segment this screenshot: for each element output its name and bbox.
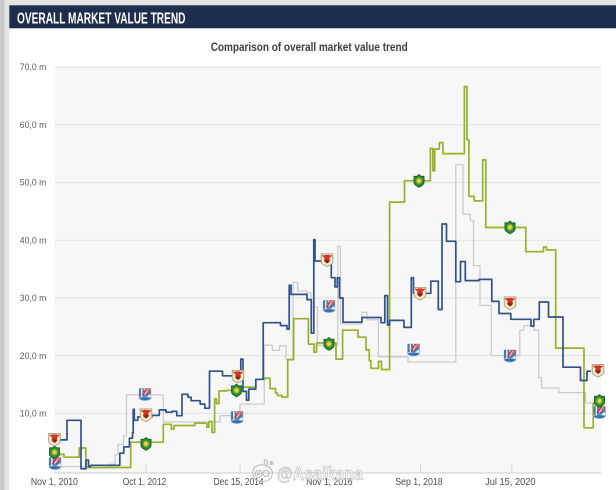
- svg-text:30,0 m: 30,0 m: [20, 293, 47, 304]
- svg-text:Nov 1, 2016: Nov 1, 2016: [306, 477, 353, 488]
- svg-text:@Asaikana: @Asaikana: [277, 463, 364, 484]
- svg-text:60,0 m: 60,0 m: [20, 120, 47, 131]
- svg-text:Nov 1, 2010: Nov 1, 2010: [31, 477, 78, 488]
- svg-text:OVERALL MARKET VALUE TREND: OVERALL MARKET VALUE TREND: [17, 11, 186, 28]
- svg-text:10,0 m: 10,0 m: [20, 409, 47, 420]
- svg-text:20,0 m: 20,0 m: [20, 351, 47, 362]
- svg-text:Comparison of overall market v: Comparison of overall market value trend: [211, 40, 408, 54]
- svg-text:Dec 15, 2014: Dec 15, 2014: [214, 477, 264, 488]
- svg-text:50,0 m: 50,0 m: [20, 178, 47, 189]
- svg-text:Oct 1, 2012: Oct 1, 2012: [123, 477, 167, 488]
- svg-text:Jul 15, 2020: Jul 15, 2020: [485, 477, 536, 488]
- svg-text:Sep 1, 2018: Sep 1, 2018: [395, 477, 443, 488]
- svg-text:40,0 m: 40,0 m: [20, 235, 47, 246]
- svg-text:70,0 m: 70,0 m: [20, 62, 47, 73]
